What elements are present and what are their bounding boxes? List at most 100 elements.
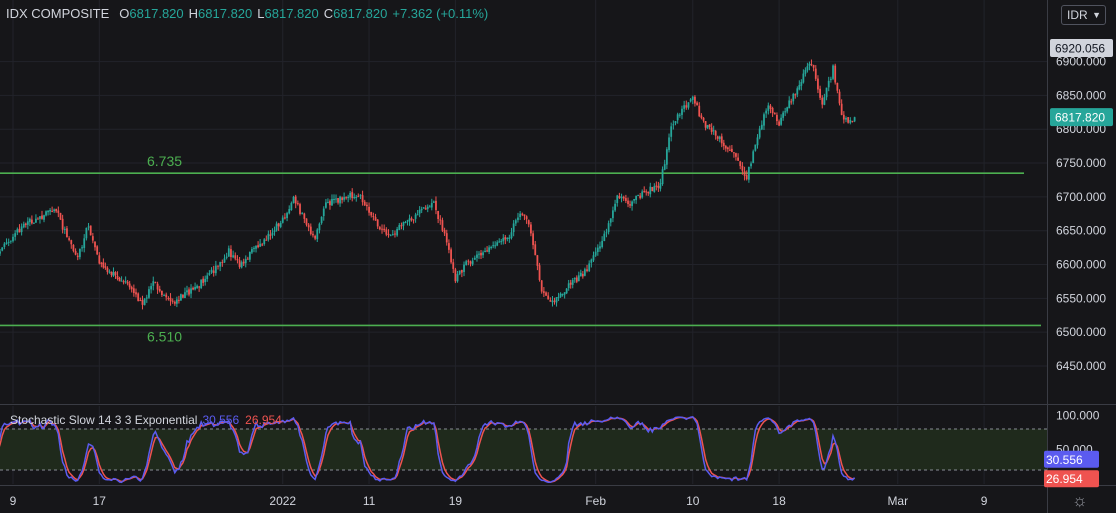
- candle-body: [227, 248, 230, 257]
- candle-body: [523, 214, 526, 217]
- candle-body: [110, 271, 113, 275]
- candle-body: [514, 220, 517, 224]
- candle-body: [778, 121, 780, 126]
- candle-body: [26, 221, 29, 225]
- candle-body: [327, 202, 329, 204]
- candle-body: [259, 243, 262, 247]
- candle-body: [689, 99, 692, 102]
- candle-body: [540, 280, 543, 292]
- candle-body: [581, 273, 584, 277]
- candle-body: [708, 124, 711, 127]
- candle-body: [89, 225, 92, 236]
- candle-body: [454, 269, 457, 282]
- candle-body: [571, 279, 574, 285]
- candle-body: [549, 300, 552, 302]
- candle-body: [12, 236, 14, 242]
- candle-body: [30, 219, 33, 224]
- candle-body: [730, 148, 733, 152]
- candle-body: [653, 186, 656, 193]
- candle-body: [530, 224, 532, 234]
- candle-body: [469, 261, 472, 264]
- candle-body: [202, 278, 205, 283]
- candle-body: [641, 191, 644, 198]
- candle-body: [78, 248, 81, 258]
- candle-body: [790, 101, 793, 103]
- settings-gear-icon[interactable]: ☼: [1072, 491, 1088, 510]
- candle-body: [473, 257, 476, 260]
- candle-body: [72, 244, 75, 251]
- candle-body: [817, 78, 819, 90]
- candle-body: [724, 145, 727, 149]
- candle-body: [802, 73, 805, 83]
- candle-body: [553, 300, 556, 302]
- candle-body: [122, 281, 125, 283]
- open-value: 6817.820: [129, 6, 184, 21]
- horizontal-levels[interactable]: 6.735 6.510: [0, 153, 1041, 344]
- candle-body: [163, 295, 165, 297]
- candle-body: [506, 237, 509, 239]
- candle-body: [643, 191, 646, 193]
- candle-body: [156, 283, 159, 290]
- candle-body: [508, 237, 511, 239]
- candle-body: [465, 261, 468, 265]
- symbol-name[interactable]: IDX COMPOSITE: [6, 6, 110, 21]
- candle-body: [167, 298, 170, 300]
- candle-body: [450, 249, 452, 263]
- candle-body: [521, 213, 524, 215]
- candle-body: [219, 262, 222, 267]
- level-label: 6.735: [147, 153, 182, 169]
- candle-body: [263, 239, 266, 245]
- candle-body: [186, 290, 188, 293]
- candle-body: [210, 269, 213, 273]
- currency-selector[interactable]: IDR ▼: [1061, 5, 1106, 25]
- candle-body: [118, 277, 121, 282]
- candle-body: [747, 166, 750, 180]
- candle-body: [569, 282, 572, 285]
- candle-body: [563, 292, 566, 295]
- candle-body: [389, 235, 392, 237]
- stoch-k-line: [0, 415, 856, 484]
- candle-body: [232, 255, 235, 258]
- candle-body: [198, 286, 201, 288]
- candle-body: [277, 223, 280, 227]
- stoch-band: [0, 429, 1047, 470]
- candle-body: [484, 250, 486, 253]
- candle-body: [500, 241, 503, 243]
- candle-body: [443, 229, 446, 234]
- candle-body: [212, 270, 215, 273]
- stoch-value-label: 30.556: [1046, 453, 1083, 467]
- candle-body: [230, 249, 232, 258]
- candle-body: [173, 301, 176, 304]
- candle-body: [704, 121, 707, 128]
- candle-body: [722, 142, 725, 147]
- candle-body: [834, 65, 837, 83]
- candle-body: [786, 107, 789, 112]
- candle-body: [769, 105, 772, 109]
- candle-body: [603, 233, 606, 242]
- candle-body: [663, 164, 666, 170]
- candle-body: [61, 218, 64, 230]
- candle-body: [385, 229, 388, 235]
- candle-body: [670, 126, 673, 137]
- candle-body: [204, 278, 207, 283]
- candle-body: [739, 161, 742, 167]
- candle-body: [223, 258, 226, 263]
- candle-body: [98, 255, 101, 264]
- candle-body: [575, 277, 578, 282]
- candle-body: [301, 213, 304, 215]
- candle-body: [16, 229, 19, 233]
- indicator-legend[interactable]: Stochastic Slow 14 3 3 Exponential 30.556…: [10, 413, 282, 427]
- candle-body: [624, 198, 627, 201]
- stoch-value-label: 26.954: [1046, 472, 1083, 486]
- candle-body: [496, 242, 499, 246]
- chevron-down-icon: ▼: [1092, 10, 1101, 20]
- candle-body: [482, 252, 484, 256]
- candle-body: [139, 300, 142, 302]
- candle-body: [780, 117, 783, 125]
- candle-body: [154, 282, 157, 284]
- candle-body: [825, 87, 828, 98]
- candle-body: [551, 300, 554, 303]
- stoch-d-line: [0, 416, 855, 483]
- candle-body: [840, 103, 843, 115]
